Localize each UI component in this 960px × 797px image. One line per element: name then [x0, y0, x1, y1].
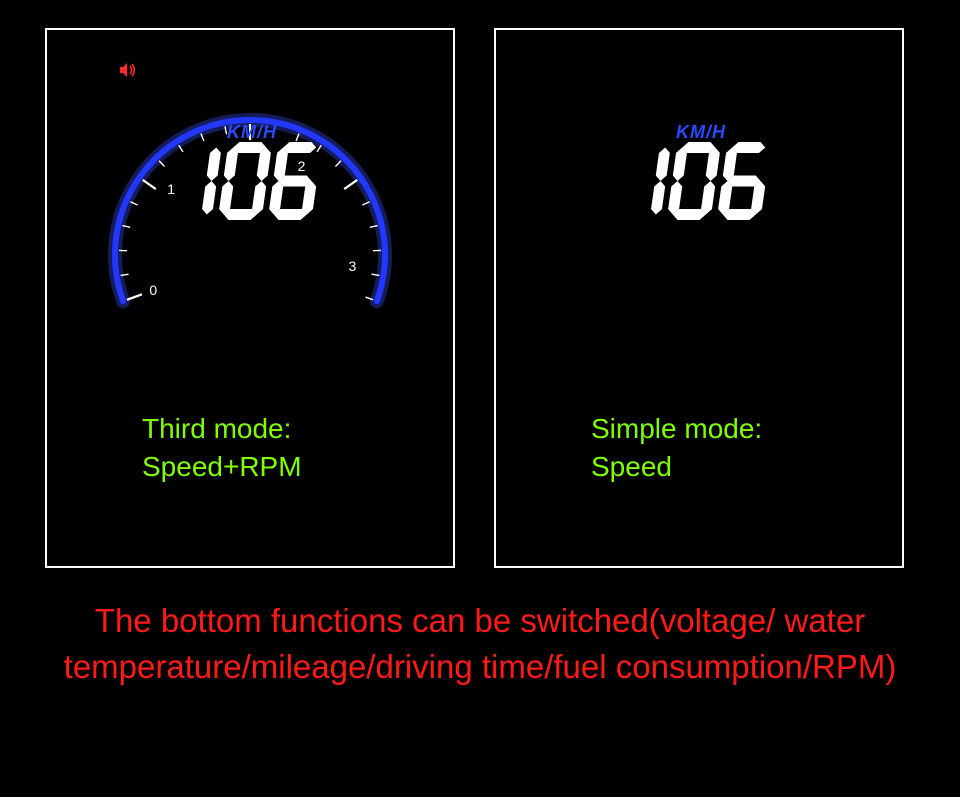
- panel-simple-mode: KM/H Simple mode: Speed: [494, 28, 904, 568]
- unit-label: KM/H: [227, 122, 277, 143]
- speed-readout-left: [173, 142, 317, 220]
- speed-readout-right: [622, 142, 766, 220]
- panel-third-mode: 0123 KM/H Third mode: Speed+RPM: [45, 28, 455, 568]
- footer-note: The bottom functions can be switched(vol…: [0, 598, 960, 690]
- mode-subtitle: Speed: [591, 448, 762, 486]
- svg-text:3: 3: [349, 258, 357, 274]
- svg-text:0: 0: [149, 282, 157, 298]
- unit-label: KM/H: [676, 122, 726, 143]
- mode-title: Simple mode:: [591, 410, 762, 448]
- mode-title: Third mode:: [142, 410, 302, 448]
- mode-caption-left: Third mode: Speed+RPM: [142, 410, 302, 486]
- mode-subtitle: Speed+RPM: [142, 448, 302, 486]
- speaker-icon: [119, 62, 137, 83]
- mode-caption-right: Simple mode: Speed: [591, 410, 762, 486]
